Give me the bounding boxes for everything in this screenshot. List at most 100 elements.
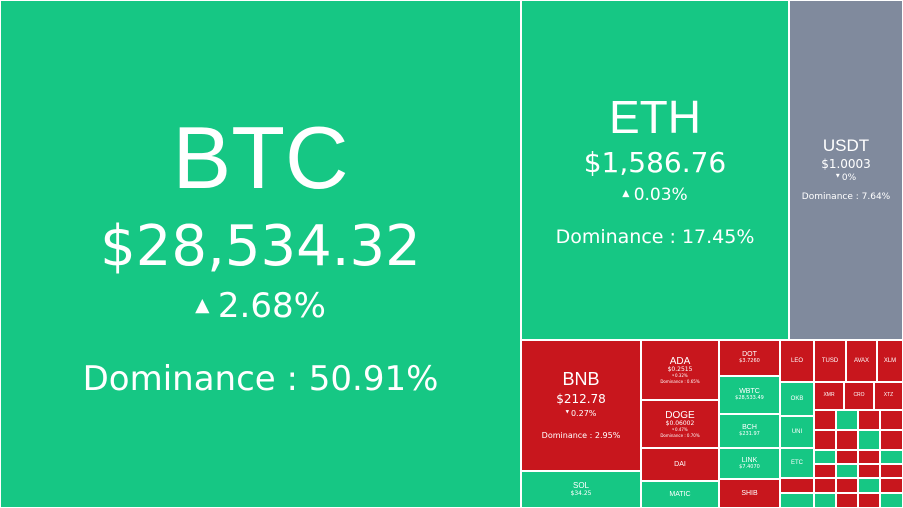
tile-small-coin[interactable] bbox=[814, 410, 836, 430]
tile-symbol: AVAX bbox=[853, 357, 870, 364]
tile-small-coin[interactable] bbox=[836, 464, 858, 478]
tile-change-value: 0.47% bbox=[674, 427, 688, 433]
tile-small-coin[interactable] bbox=[814, 464, 836, 478]
tile-small-coin[interactable] bbox=[880, 430, 903, 450]
tile-uni[interactable]: UNI bbox=[780, 416, 814, 448]
tile-small-coin[interactable] bbox=[880, 478, 903, 493]
tile-symbol: BNB bbox=[562, 369, 600, 390]
tile-small-coin[interactable] bbox=[858, 493, 880, 508]
tile-small-coin[interactable] bbox=[780, 493, 814, 508]
tile-small-coin[interactable] bbox=[814, 478, 836, 493]
triangle-down-icon: ▼ bbox=[672, 427, 674, 431]
tile-xlm[interactable]: XLM bbox=[877, 340, 903, 382]
tile-symbol: BTC bbox=[172, 107, 349, 207]
tile-price: $231.97 bbox=[739, 431, 760, 438]
tile-dominance: Dominance : 0.65% bbox=[660, 379, 700, 385]
tile-small-coin[interactable] bbox=[858, 464, 880, 478]
triangle-up-icon: ▲ bbox=[622, 188, 630, 200]
tile-small-coin[interactable] bbox=[858, 478, 880, 493]
tile-change-value: 0.27% bbox=[570, 409, 597, 419]
tile-symbol: DAI bbox=[674, 460, 686, 468]
tile-avax[interactable]: AVAX bbox=[846, 340, 877, 382]
tile-wbtc[interactable]: WBTC $28,533.49 bbox=[719, 376, 780, 414]
tile-cro[interactable]: CRO bbox=[844, 382, 874, 410]
tile-change-value: 2.68% bbox=[217, 286, 326, 327]
tile-small-coin[interactable] bbox=[780, 478, 814, 493]
tile-change: ▲ 2.68% bbox=[195, 288, 326, 325]
tile-sol[interactable]: SOL $34.25 bbox=[521, 471, 641, 508]
tile-dominance: Dominance : 50.91% bbox=[82, 358, 439, 399]
tile-small-coin[interactable] bbox=[880, 464, 903, 478]
tile-small-coin[interactable] bbox=[836, 493, 858, 508]
tile-price: $7.4070 bbox=[739, 463, 760, 470]
tile-small-coin[interactable] bbox=[836, 410, 858, 430]
tile-link[interactable]: LINK $7.4070 bbox=[719, 448, 780, 479]
tile-symbol: BCH bbox=[742, 424, 757, 432]
tile-small-coin[interactable] bbox=[880, 450, 903, 464]
tile-small-coin[interactable] bbox=[836, 478, 858, 493]
tile-price: $34.25 bbox=[570, 489, 592, 497]
tile-small-coin[interactable] bbox=[880, 493, 903, 508]
tile-dai[interactable]: DAI bbox=[641, 448, 719, 481]
tile-usdt[interactable]: USDT $1.0003 ▼ 0% Dominance : 7.64% bbox=[789, 0, 903, 340]
tile-symbol: ADA bbox=[669, 355, 691, 367]
tile-eth[interactable]: ETH $1,586.76 ▲ 0.03% Dominance : 17.45% bbox=[521, 0, 789, 340]
tile-change-value: 0.32% bbox=[674, 373, 688, 379]
tile-symbol: XMR bbox=[823, 392, 835, 399]
tile-small-coin[interactable] bbox=[814, 493, 836, 508]
triangle-down-icon: ▼ bbox=[672, 373, 674, 377]
tile-change: ▼ 0.27% bbox=[565, 409, 597, 419]
tile-doge[interactable]: DOGE $0.06002 ▼0.47% Dominance : 0.70% bbox=[641, 400, 719, 448]
tile-btc[interactable]: BTC $28,534.32 ▲ 2.68% Dominance : 50.91% bbox=[0, 0, 521, 508]
tile-change: ▼0.47% bbox=[672, 427, 688, 433]
triangle-up-icon: ▲ bbox=[195, 294, 210, 316]
tile-change: ▲ 0.03% bbox=[622, 186, 687, 205]
tile-change-value: 0.03% bbox=[633, 185, 688, 206]
tile-ada[interactable]: ADA $0.2515 ▼0.32% Dominance : 0.65% bbox=[641, 340, 719, 400]
tile-small-coin[interactable] bbox=[858, 410, 880, 430]
tile-symbol: XLM bbox=[883, 357, 897, 364]
tile-tusd[interactable]: TUSD bbox=[814, 340, 846, 382]
tile-symbol: DOT bbox=[742, 351, 757, 359]
tile-symbol: ETC bbox=[791, 459, 803, 466]
tile-bnb[interactable]: BNB $212.78 ▼ 0.27% Dominance : 2.95% bbox=[521, 340, 641, 471]
tile-symbol: SOL bbox=[572, 480, 589, 490]
tile-small-coin[interactable] bbox=[836, 430, 858, 450]
tile-symbol: DOGE bbox=[665, 409, 695, 421]
tile-xtz[interactable]: XTZ bbox=[874, 382, 903, 410]
tile-small-coin[interactable] bbox=[814, 430, 836, 450]
tile-price: $28,533.49 bbox=[735, 395, 764, 402]
tile-symbol: OKB bbox=[790, 395, 804, 402]
tile-symbol: MATIC bbox=[669, 490, 691, 498]
triangle-down-icon: ▼ bbox=[835, 173, 840, 180]
tile-etc[interactable]: ETC bbox=[780, 448, 814, 478]
tile-bch[interactable]: BCH $231.97 bbox=[719, 414, 780, 448]
tile-small-coin[interactable] bbox=[836, 450, 858, 464]
tile-change: ▼0.32% bbox=[672, 373, 688, 379]
tile-xmr[interactable]: XMR bbox=[814, 382, 844, 410]
tile-small-coin[interactable] bbox=[814, 450, 836, 464]
tile-symbol: USDT bbox=[822, 135, 870, 155]
tile-dominance: Dominance : 17.45% bbox=[555, 226, 755, 249]
tile-dominance: Dominance : 0.70% bbox=[660, 433, 700, 439]
tile-small-coin[interactable] bbox=[880, 410, 903, 430]
tile-small-coin[interactable] bbox=[858, 450, 880, 464]
tile-small-coin[interactable] bbox=[858, 430, 880, 450]
tile-change: ▼ 0% bbox=[835, 173, 856, 184]
tile-price: $28,534.32 bbox=[100, 213, 421, 279]
tile-dot[interactable]: DOT $3.7260 bbox=[719, 340, 780, 376]
tile-shib[interactable]: SHIB bbox=[719, 479, 780, 508]
triangle-down-icon: ▼ bbox=[565, 409, 569, 415]
tile-symbol: CRO bbox=[853, 392, 865, 399]
tile-leo[interactable]: LEO bbox=[780, 340, 814, 382]
tile-symbol: SHIB bbox=[741, 489, 758, 497]
tile-price: $0.2515 bbox=[667, 365, 693, 373]
tile-symbol: WBTC bbox=[739, 388, 760, 396]
tile-okb[interactable]: OKB bbox=[780, 382, 814, 416]
tile-price: $0.06002 bbox=[665, 419, 695, 427]
tile-dominance: Dominance : 7.64% bbox=[801, 192, 891, 203]
tile-matic[interactable]: MATIC bbox=[641, 481, 719, 508]
tile-symbol: LEO bbox=[790, 357, 803, 364]
tile-price: $1,586.76 bbox=[583, 146, 727, 180]
